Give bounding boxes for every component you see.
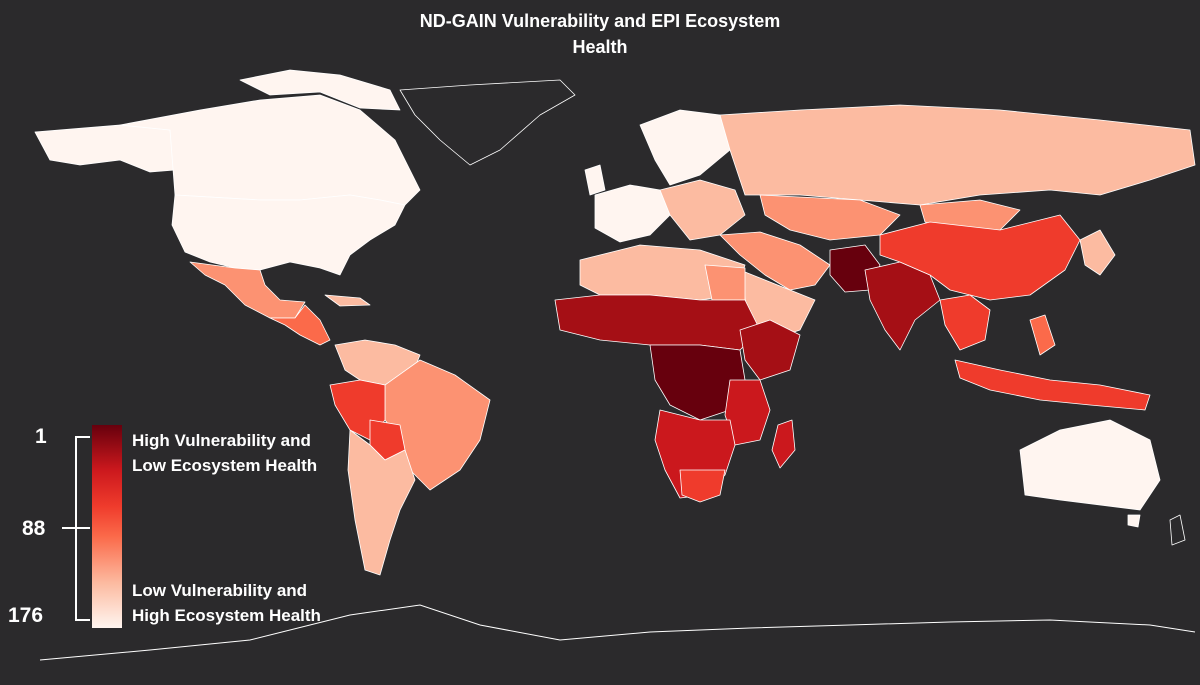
legend-low-line-2: High Ecosystem Health (132, 606, 321, 625)
legend-color-bar (92, 425, 122, 628)
legend-rank-top: 1 (35, 425, 47, 448)
region-east-africa (724, 379, 771, 446)
region-madagascar (771, 419, 796, 469)
region-horn-of-africa (739, 319, 801, 381)
region-greenland (399, 79, 576, 166)
region-cuba (324, 294, 371, 307)
map-title: ND-GAIN Vulnerability and EPI Ecosystem … (300, 8, 900, 60)
region-china (879, 214, 1081, 301)
region-antarctica (39, 604, 1196, 661)
legend-low-label: Low Vulnerability and High Ecosystem Hea… (132, 578, 321, 628)
region-south-africa (679, 469, 726, 503)
region-alaska (34, 124, 176, 173)
region-southeast-asia (939, 294, 991, 351)
legend-bracket (62, 436, 90, 621)
legend-rank-mid: 88 (22, 517, 46, 540)
region-argentina-chile (347, 429, 416, 576)
region-turkey-iran (719, 231, 831, 291)
region-central-america (269, 304, 331, 346)
region-tasmania (1127, 514, 1141, 528)
map-title-line-2: Health (572, 37, 628, 57)
map-title-line-1: ND-GAIN Vulnerability and EPI Ecosystem (419, 11, 781, 31)
region-indonesia (954, 359, 1151, 411)
region-philippines (1029, 314, 1056, 356)
region-australia (1019, 419, 1161, 511)
legend-rank-bottom: 176 (8, 604, 44, 627)
legend-high-label: High Vulnerability and Low Ecosystem Hea… (132, 428, 317, 478)
region-western-europe (594, 184, 671, 243)
region-eastern-europe (659, 179, 746, 241)
region-sahel (554, 294, 761, 351)
region-scandinavia (639, 109, 731, 186)
region-new-zealand (1169, 514, 1186, 546)
region-korea-japan (1079, 229, 1116, 276)
region-mexico (189, 261, 306, 319)
legend-high-line-1: High Vulnerability and (132, 431, 311, 450)
region-egypt (704, 264, 746, 301)
region-kazakhstan (759, 194, 901, 241)
legend-low-line-1: Low Vulnerability and (132, 581, 308, 600)
region-canada-islands (239, 69, 401, 111)
region-russia (719, 104, 1196, 206)
legend-high-line-2: Low Ecosystem Health (132, 456, 318, 475)
region-india (864, 261, 941, 351)
region-uk (584, 164, 606, 196)
region-usa (171, 194, 406, 276)
